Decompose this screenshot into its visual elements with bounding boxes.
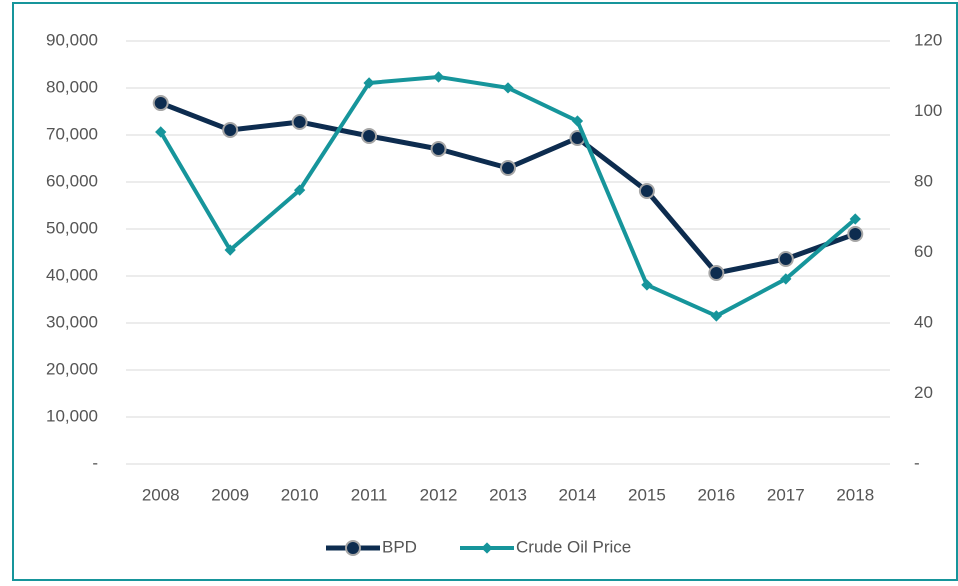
legend-label: BPD (382, 537, 417, 556)
x-tick-label: 2010 (281, 485, 319, 504)
y-tick-label: 10,000 (46, 406, 98, 425)
y-tick-label: 40,000 (46, 265, 98, 284)
y-tick-label: 30,000 (46, 312, 98, 331)
x-tick-label: 2015 (628, 485, 666, 504)
frame (12, 2, 958, 581)
marker (708, 264, 725, 281)
marker (847, 225, 864, 242)
y-tick-label: 60,000 (46, 171, 98, 190)
y2-tick-label: 40 (914, 312, 933, 331)
legend-marker (481, 542, 493, 554)
marker (293, 184, 306, 196)
y-tick-label: 90,000 (46, 30, 98, 49)
x-tick-label: 2009 (211, 485, 249, 504)
x-tick-label: 2012 (420, 485, 458, 504)
x-tick-label: 2016 (697, 485, 735, 504)
marker (638, 182, 655, 199)
legend-label: Crude Oil Price (516, 537, 631, 556)
y-tick-label: 80,000 (46, 77, 98, 96)
marker (432, 71, 445, 83)
x-tick-label: 2018 (836, 485, 874, 504)
marker (155, 126, 167, 138)
x-tick-label: 2017 (767, 485, 805, 504)
marker (500, 159, 516, 176)
y-tick-label: - (92, 453, 98, 472)
x-tick-label: 2013 (489, 485, 527, 504)
x-tick-label: 2008 (142, 485, 180, 504)
marker (710, 310, 723, 322)
y2-tick-label: 20 (914, 383, 933, 402)
y-tick-label: 70,000 (46, 124, 98, 143)
marker (849, 213, 861, 225)
marker (641, 279, 653, 291)
y2-tick-label: 100 (914, 101, 942, 120)
marker (222, 122, 239, 139)
line-series (159, 74, 857, 318)
y-tick-label: 20,000 (46, 359, 98, 378)
marker (291, 113, 308, 130)
y2-tick-label: - (914, 453, 920, 472)
y2-tick-label: 80 (914, 171, 933, 190)
marker (430, 141, 447, 158)
y2-tick-label: 60 (914, 242, 933, 261)
marker (777, 250, 794, 267)
marker (152, 95, 169, 112)
line-series (159, 100, 857, 276)
y-tick-label: 50,000 (46, 218, 98, 237)
x-tick-label: 2014 (559, 485, 597, 504)
x-tick-label: 2011 (351, 485, 388, 504)
marker (780, 273, 792, 285)
marker (361, 127, 378, 144)
marker (224, 244, 236, 256)
y2-tick-label: 120 (914, 30, 942, 49)
legend-marker (345, 540, 361, 556)
